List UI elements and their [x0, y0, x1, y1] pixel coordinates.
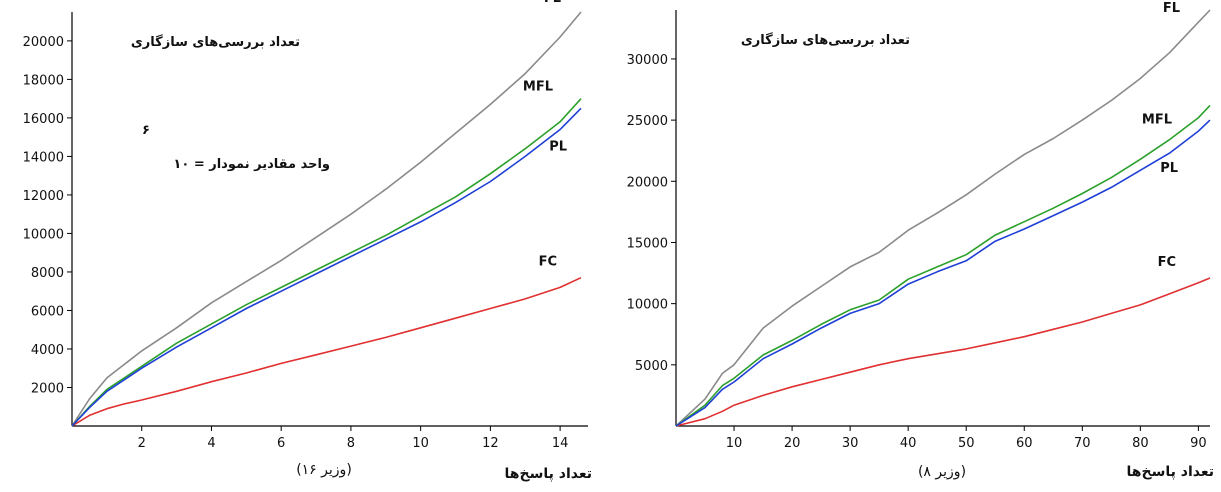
right-x-label: تعداد پاسخ‌ها: [1127, 464, 1214, 480]
right-x-tick-label: 60: [1016, 436, 1033, 451]
right-y-tick-label: 25000: [627, 114, 668, 129]
left-y-tick-label: 10000: [23, 227, 64, 242]
left-x-tick-label: 8: [347, 436, 355, 451]
right-y-label: تعداد بررسی‌های سازگاری: [741, 32, 910, 48]
left-series-mfl-label: MFL: [523, 80, 553, 95]
left-x-tick-label: 4: [207, 436, 215, 451]
left-y-tick-label: 6000: [31, 304, 64, 319]
left-y-tick-label: 12000: [23, 189, 64, 204]
right-series-pl-label: PL: [1160, 161, 1178, 176]
right-series-pl-line: [675, 119, 1211, 427]
left-x-tick-label: 10: [412, 436, 429, 451]
chart-right: تعداد بررسی‌های سازگاری تعداد پاسخ‌ها (۸…: [627, 1, 1214, 480]
right-x-tick-label: 50: [958, 436, 975, 451]
right-series-fc-label: FC: [1158, 255, 1176, 270]
left-unit-annotation-exponent: ۶: [142, 123, 150, 138]
left-y-tick-label: 4000: [31, 343, 64, 358]
right-y-tick-label: 15000: [627, 236, 668, 251]
left-y-tick-label: 18000: [23, 73, 64, 88]
right-x-tick-label: 30: [842, 436, 859, 451]
left-series-fl-line: [71, 11, 582, 427]
right-series-mfl-line: [675, 104, 1211, 427]
chart-left: تعداد بررسی‌های سازگاری واحد مقادیر نمود…: [23, 0, 592, 482]
right-y-tick-label: 10000: [627, 298, 668, 313]
right-series-mfl-label: MFL: [1142, 112, 1172, 127]
right-x-label-sub: (۸ وزیر): [918, 464, 966, 480]
right-series-fc-line: [675, 277, 1211, 427]
right-x-tick-label: 20: [784, 436, 801, 451]
left-series-fc-line: [71, 276, 582, 427]
left-y-tick-label: 8000: [31, 266, 64, 281]
right-x-tick-label: 90: [1190, 436, 1207, 451]
right-x-tick-label: 80: [1132, 436, 1149, 451]
left-x-label-sub: (۱۶ وزیر): [296, 462, 352, 478]
left-x-tick-label: 14: [552, 436, 569, 451]
left-y-tick-label: 20000: [23, 35, 64, 50]
right-y-tick-label: 30000: [627, 53, 668, 68]
left-series-pl-line: [71, 107, 582, 427]
right-series-fl-line: [675, 9, 1211, 427]
left-x-label: تعداد پاسخ‌ها: [505, 466, 592, 482]
right-y-tick-label: 20000: [627, 175, 668, 190]
left-series-fl-label: FL: [544, 0, 561, 6]
left-x-tick-label: 2: [138, 436, 146, 451]
left-y-tick-label: 16000: [23, 112, 64, 127]
right-x-tick-label: 10: [726, 436, 743, 451]
left-x-tick-label: 12: [482, 436, 499, 451]
left-series-mfl-line: [71, 98, 582, 427]
right-series-fl-label: FL: [1163, 1, 1180, 16]
left-unit-annotation: واحد مقادیر نمودار = ۱۰: [173, 157, 330, 172]
left-y-tick-label: 2000: [31, 381, 64, 396]
right-x-tick-label: 70: [1074, 436, 1091, 451]
left-series-pl-label: PL: [549, 139, 567, 154]
left-y-tick-label: 14000: [23, 150, 64, 165]
left-series-fc-label: FC: [539, 255, 557, 270]
right-x-tick-label: 40: [900, 436, 917, 451]
left-x-tick-label: 6: [277, 436, 285, 451]
right-y-tick-label: 5000: [635, 359, 668, 374]
left-y-label: تعداد بررسی‌های سازگاری: [131, 34, 300, 50]
